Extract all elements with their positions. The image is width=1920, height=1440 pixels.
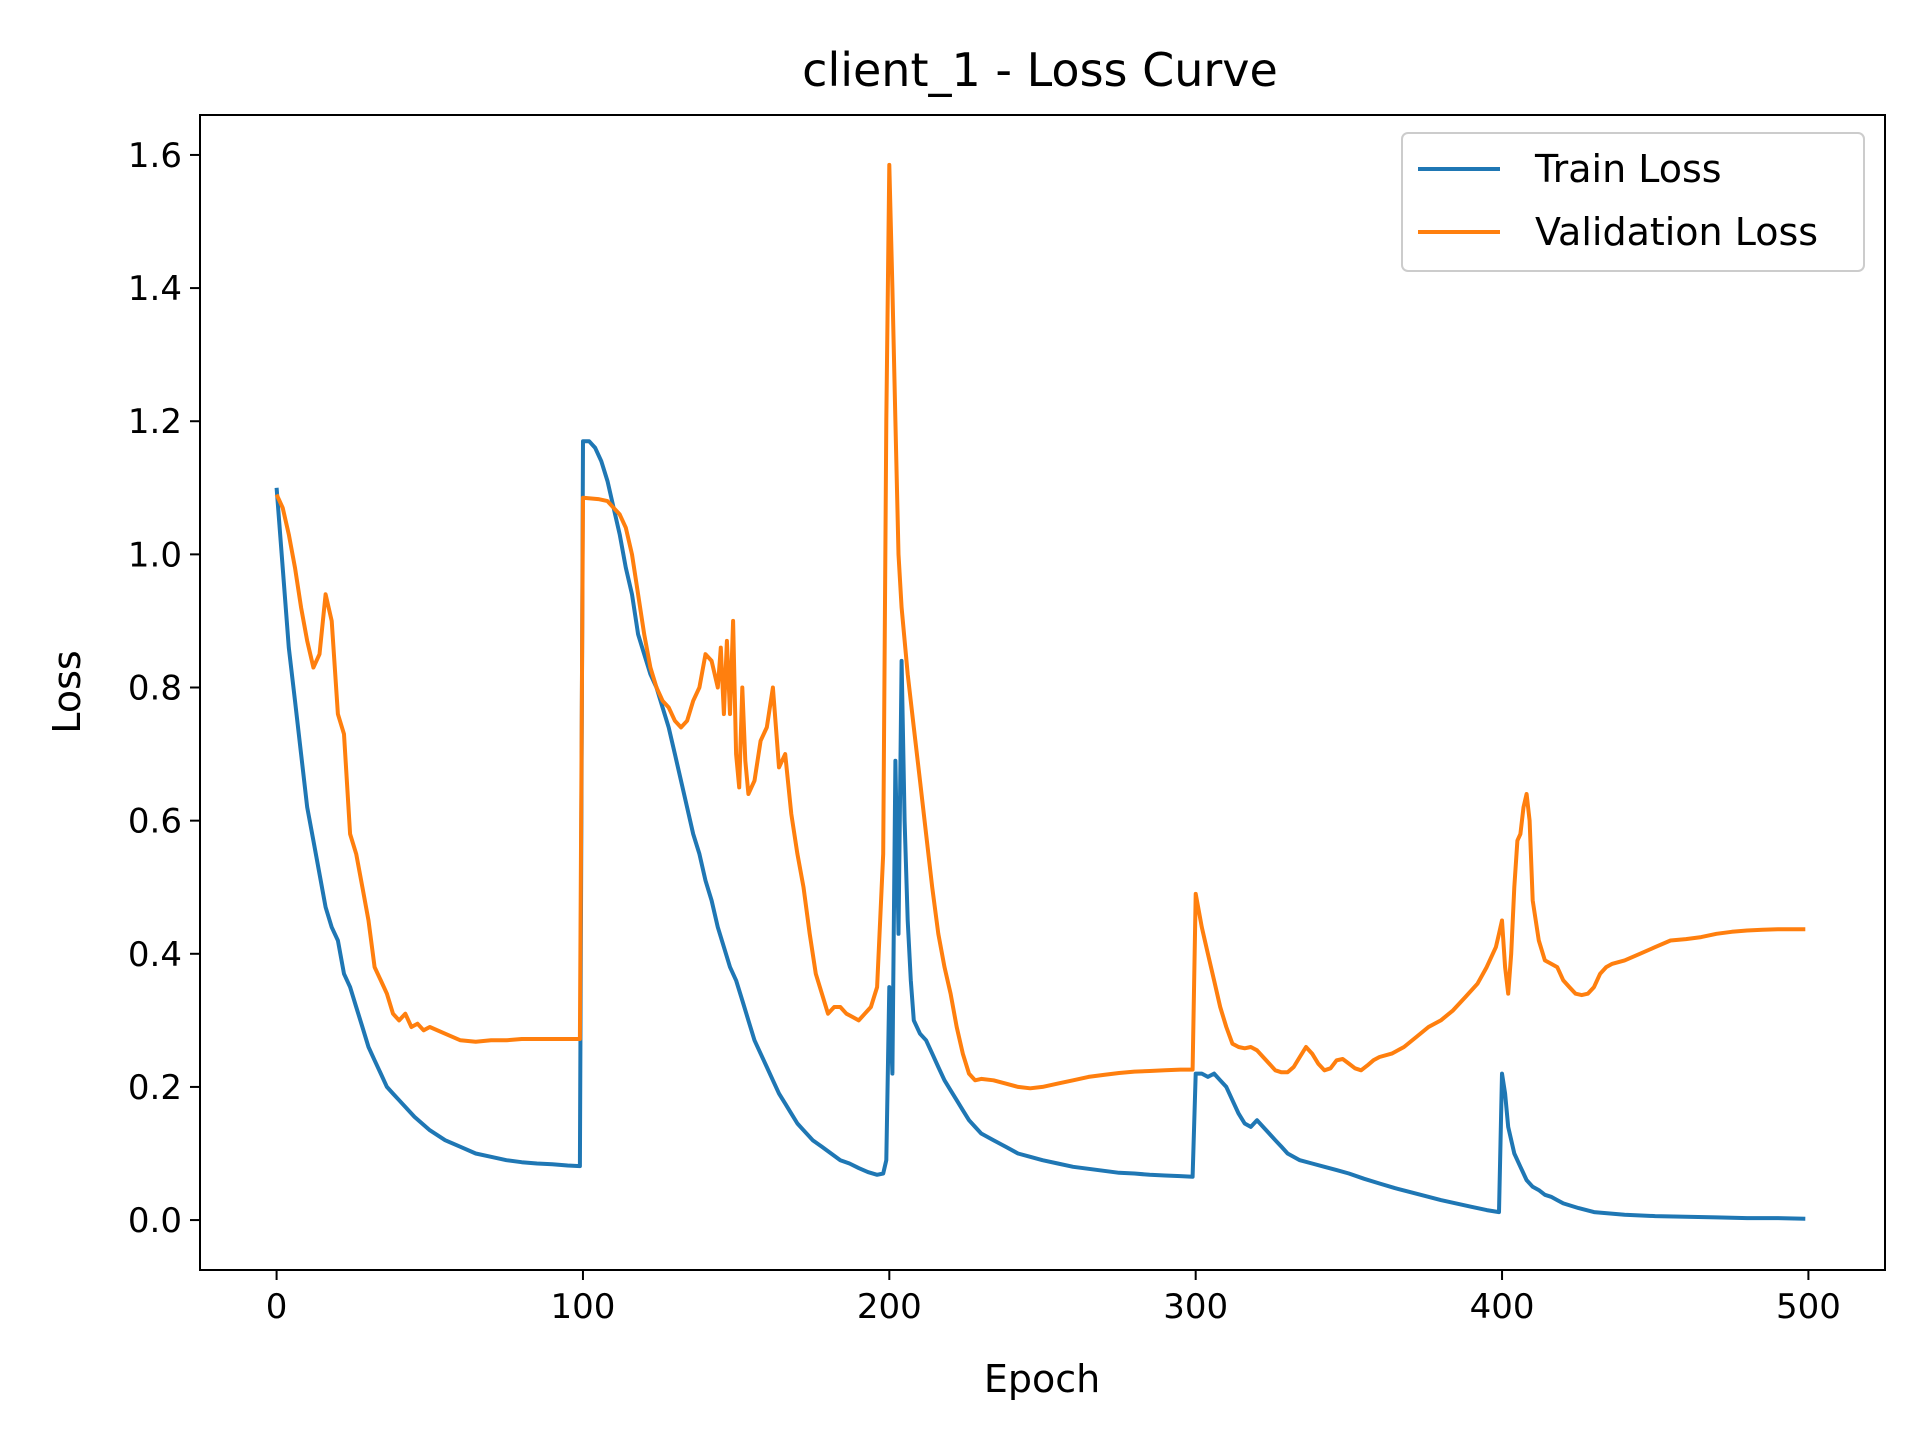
y-tick-label: 1.0	[128, 535, 182, 575]
chart-title: client_1 - Loss Curve	[802, 43, 1278, 97]
x-tick-label: 300	[1163, 1287, 1228, 1327]
series-line-train-loss	[274, 439, 1806, 1221]
x-tick-label: 500	[1776, 1287, 1841, 1327]
x-tick-label: 400	[1470, 1287, 1535, 1327]
y-tick-label: 0.0	[128, 1201, 182, 1241]
y-tick-label: 0.4	[128, 935, 182, 975]
legend-label-train-loss: Train Loss	[1534, 147, 1722, 191]
y-tick-label: 1.6	[128, 136, 182, 176]
y-tick-label: 1.2	[128, 402, 182, 442]
legend-label-validation-loss: Validation Loss	[1535, 210, 1818, 254]
series-line-validation-loss	[274, 162, 1806, 1091]
x-axis-title: Epoch	[984, 1357, 1100, 1401]
plot-frame	[199, 114, 1886, 1271]
y-tick-label: 0.6	[128, 802, 182, 842]
series-layer	[274, 162, 1806, 1221]
y-axis-title: Loss	[45, 650, 89, 733]
y-tick-label: 0.2	[128, 1068, 182, 1108]
y-tick-label: 1.4	[128, 269, 182, 309]
x-axis-ticks: 0 100 200 300 400 500	[266, 1270, 1841, 1327]
y-tick-label: 0.8	[128, 669, 182, 709]
x-tick-label: 0	[266, 1287, 288, 1327]
x-tick-label: 200	[857, 1287, 922, 1327]
legend-box	[1401, 132, 1865, 272]
legend: Train Loss Validation Loss	[1401, 132, 1865, 272]
y-axis-ticks: 0.0 0.2 0.4 0.6 0.8 1.0 1.2 1.4 1.6	[128, 136, 200, 1241]
x-tick-label: 100	[551, 1287, 616, 1327]
